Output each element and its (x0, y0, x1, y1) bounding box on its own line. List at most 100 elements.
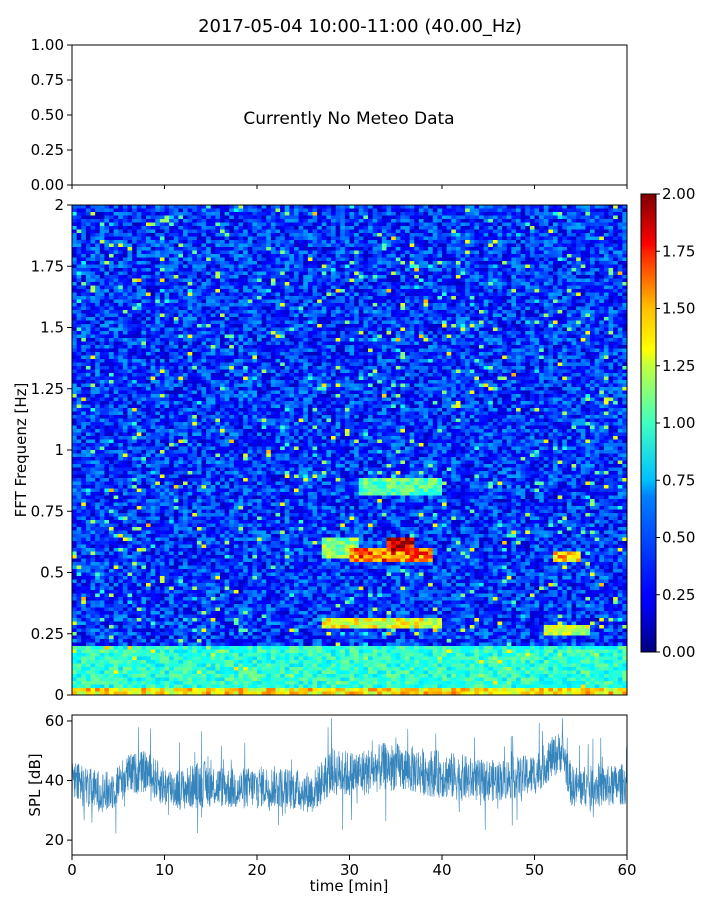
heatmap-cell (566, 306, 572, 311)
heatmap-cell (603, 299, 609, 304)
heatmap-cell (90, 338, 96, 342)
heatmap-cell (566, 208, 572, 213)
heatmap-cell (247, 341, 253, 346)
heatmap-cell (76, 313, 82, 318)
heatmap-cell (418, 275, 424, 279)
heatmap-cell (372, 247, 378, 251)
heatmap-cell (150, 261, 156, 265)
heatmap-cell (243, 243, 249, 248)
heatmap-cell (340, 243, 346, 248)
heatmap-cell (354, 292, 360, 297)
heatmap-cell (511, 282, 517, 286)
heatmap-cell (312, 331, 318, 335)
heatmap-cell (465, 247, 471, 251)
heatmap-cell (539, 296, 545, 300)
heatmap-cell (270, 317, 276, 321)
heatmap-cell (372, 275, 378, 279)
heatmap-cell (617, 226, 623, 230)
heatmap-cell (349, 271, 355, 276)
heatmap-cell (247, 299, 253, 304)
heatmap-cell (76, 285, 82, 290)
heatmap-cell (289, 208, 295, 213)
heatmap-cell (238, 271, 244, 276)
heatmap-cell (99, 219, 105, 223)
heatmap-cell (169, 282, 175, 286)
heatmap-cell (465, 264, 471, 269)
heatmap-cell (307, 334, 313, 339)
heatmap-cell (363, 229, 369, 234)
heatmap-cell (85, 222, 91, 227)
heatmap-cell (557, 271, 563, 276)
heatmap-cell (233, 324, 239, 328)
heatmap-cell (465, 240, 471, 244)
heatmap-cell (372, 212, 378, 216)
heatmap-cell (127, 205, 133, 209)
heatmap-cell (539, 212, 545, 216)
heatmap-cell (428, 341, 434, 346)
heatmap-cell (622, 324, 628, 328)
heatmap-cell (252, 222, 258, 227)
heatmap-cell (136, 289, 142, 293)
heatmap-cell (548, 271, 554, 276)
heatmap-cell (451, 327, 457, 332)
heatmap-cell (289, 285, 295, 290)
heatmap-cell (206, 341, 212, 346)
heatmap-cell (331, 320, 337, 325)
heatmap-cell (266, 254, 272, 258)
heatmap-cell (377, 268, 383, 272)
heatmap-cell (391, 306, 397, 311)
heatmap-cell (483, 338, 489, 342)
heatmap-cell (201, 310, 207, 314)
heatmap-cell (525, 296, 531, 300)
heatmap-cell (159, 236, 165, 241)
heatmap-cell (576, 250, 582, 255)
heatmap-cell (372, 313, 378, 318)
heatmap-cell (275, 345, 281, 349)
heatmap-cell (284, 264, 290, 269)
heatmap-cell (173, 229, 179, 234)
heatmap-cell (483, 345, 489, 349)
heatmap-cell (266, 264, 272, 269)
heatmap-cell (400, 254, 406, 258)
heatmap-cell (233, 317, 239, 321)
heatmap-cell (525, 229, 531, 234)
heatmap-cell (331, 205, 337, 209)
heatmap-cell (238, 250, 244, 255)
heatmap-cell (349, 264, 355, 269)
heatmap-cell (210, 348, 216, 353)
heatmap-cell (312, 233, 318, 237)
heatmap-cell (516, 278, 522, 283)
heatmap-cell (562, 212, 568, 216)
heatmap-cell (233, 229, 239, 234)
heatmap-cell (340, 317, 346, 321)
heatmap-cell (275, 296, 281, 300)
heatmap-cell (113, 233, 119, 237)
heatmap-cell (303, 222, 309, 227)
heatmap-cell (261, 247, 267, 251)
heatmap-cell (506, 233, 512, 237)
heatmap-cell (529, 327, 535, 332)
heatmap-cell (99, 334, 105, 339)
heatmap-cell (183, 331, 189, 335)
heatmap-cell (90, 243, 96, 248)
heatmap-cell (548, 268, 554, 272)
heatmap-cell (562, 306, 568, 311)
heatmap-cell (326, 313, 332, 318)
heatmap-cell (294, 236, 300, 241)
heatmap-cell (294, 338, 300, 342)
heatmap-cell (391, 282, 397, 286)
heatmap-cell (534, 341, 540, 346)
heatmap-cell (335, 310, 341, 314)
heatmap-cell (562, 313, 568, 318)
heatmap-cell (418, 205, 424, 209)
heatmap-cell (354, 285, 360, 290)
heatmap-cell (617, 261, 623, 265)
heatmap-cell (118, 313, 124, 318)
heatmap-cell (409, 310, 415, 314)
heatmap-cell (85, 289, 91, 293)
heatmap-cell (414, 205, 420, 209)
heatmap-cell (210, 275, 216, 279)
heatmap-cell (95, 282, 101, 286)
heatmap-cell (506, 327, 512, 332)
heatmap-cell (548, 285, 554, 290)
